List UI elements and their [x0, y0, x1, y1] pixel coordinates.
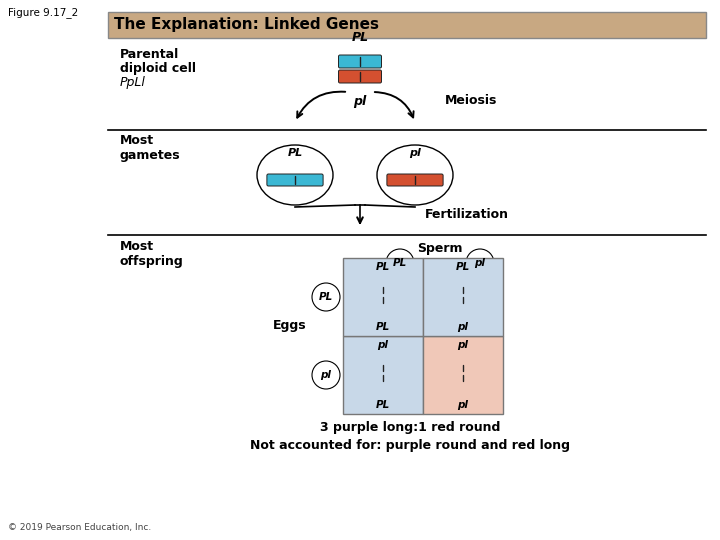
Text: pl: pl	[458, 340, 469, 350]
Text: 3 purple long:1 red round: 3 purple long:1 red round	[320, 422, 500, 435]
Bar	[423, 336, 503, 414]
Text: pl: pl	[409, 148, 421, 158]
Text: pl: pl	[354, 95, 366, 108]
FancyBboxPatch shape	[366, 295, 400, 305]
FancyBboxPatch shape	[446, 363, 480, 373]
Text: Most
offspring: Most offspring	[120, 240, 184, 268]
Text: Not accounted for: purple round and red long: Not accounted for: purple round and red …	[250, 438, 570, 451]
Text: PL: PL	[319, 292, 333, 302]
FancyBboxPatch shape	[338, 70, 382, 83]
Text: PL: PL	[376, 400, 390, 410]
Text: © 2019 Pearson Education, Inc.: © 2019 Pearson Education, Inc.	[8, 523, 151, 532]
Text: PL: PL	[376, 262, 390, 272]
Text: PL: PL	[456, 262, 470, 272]
Text: PL: PL	[376, 322, 390, 332]
Bar	[423, 258, 503, 336]
Text: The Explanation: Linked Genes: The Explanation: Linked Genes	[114, 17, 379, 32]
Text: PL: PL	[351, 31, 369, 44]
Text: Figure 9.17_2: Figure 9.17_2	[8, 7, 78, 18]
Text: Most
gametes: Most gametes	[120, 134, 181, 162]
Text: pl: pl	[458, 322, 469, 332]
FancyBboxPatch shape	[387, 174, 443, 186]
Text: Meiosis: Meiosis	[445, 93, 498, 106]
FancyBboxPatch shape	[446, 295, 480, 305]
Text: PL: PL	[393, 258, 407, 268]
Text: PL: PL	[287, 148, 302, 158]
FancyBboxPatch shape	[366, 363, 400, 373]
FancyBboxPatch shape	[267, 174, 323, 186]
Bar	[108, 12, 706, 38]
Text: Eggs: Eggs	[273, 319, 307, 332]
Text: Sperm: Sperm	[418, 242, 463, 255]
FancyBboxPatch shape	[446, 373, 480, 383]
Text: pl: pl	[474, 258, 485, 268]
Text: pl: pl	[377, 340, 388, 350]
Bar	[343, 336, 423, 414]
FancyBboxPatch shape	[366, 285, 400, 295]
Text: pl: pl	[320, 370, 331, 380]
FancyBboxPatch shape	[338, 55, 382, 68]
Text: Parental: Parental	[120, 48, 179, 61]
Bar	[343, 258, 423, 336]
Text: Fertilization: Fertilization	[425, 208, 509, 221]
Text: pl: pl	[458, 400, 469, 410]
Text: PpLl: PpLl	[120, 76, 146, 89]
Text: diploid cell: diploid cell	[120, 62, 196, 75]
FancyBboxPatch shape	[446, 285, 480, 295]
FancyBboxPatch shape	[366, 373, 400, 383]
